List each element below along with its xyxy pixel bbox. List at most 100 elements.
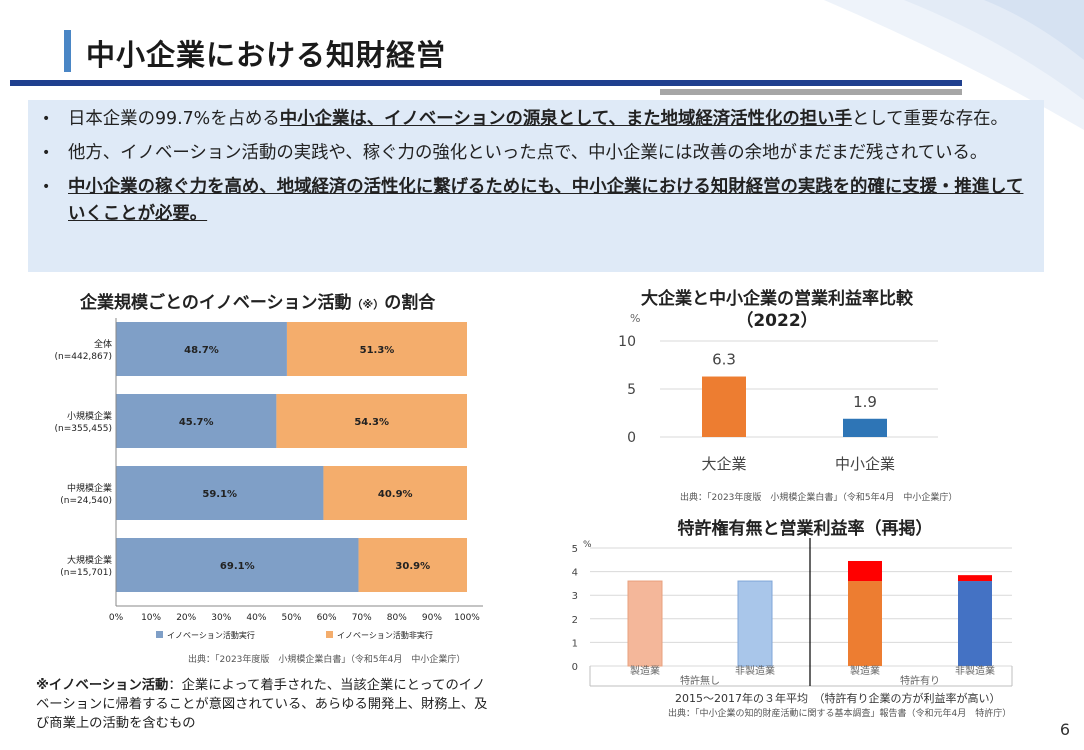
x-tick-label: 10%: [141, 613, 161, 623]
bullet-3-text: 中小企業の稼ぐ力を高め、地域経済の活性化に繋げるためにも、中小企業における知財経…: [68, 177, 1024, 224]
category-label: 大規模企業: [67, 554, 112, 566]
group-label: 特許有り: [900, 674, 940, 687]
x-tick-label: 80%: [387, 613, 407, 623]
bar-data-label: 6.3: [712, 351, 736, 369]
innovation-chart-title-main: 企業規模ごとのイノベーション活動: [80, 293, 352, 313]
category-label: 非製造業: [955, 664, 995, 677]
patent-bar-increment: [958, 575, 992, 582]
y-tick-label: 5: [627, 382, 636, 398]
y-tick-label: 1: [572, 638, 578, 649]
bullet-1-emphasis: 中小企業は、イノベーションの源泉として、また地域経済活性化の担い手: [279, 109, 852, 129]
legend-label: イノベーション活動実行: [167, 630, 255, 640]
y-tick-label: 5: [572, 544, 578, 555]
bar-data-label: 45.7%: [179, 417, 214, 428]
title-accent-bar: [64, 30, 71, 72]
corner-decoration: [824, 0, 1084, 130]
profit-chart-source: 出典：「2023年度版 小規模企業白書」（令和5年4月 中小企業庁）: [680, 493, 958, 503]
bar-segment-inactive: [276, 394, 467, 448]
x-tick-label: 70%: [352, 613, 372, 623]
page-number: 6: [1059, 720, 1070, 739]
bar-data-label: 48.7%: [184, 345, 219, 356]
bullet-1: • 日本企業の99.7%を占める中小企業は、イノベーションの源泉として、また地域…: [42, 106, 1024, 133]
profit-bar: [843, 418, 887, 437]
profit-bar: [702, 376, 746, 437]
patent-bar-base: [848, 581, 882, 666]
x-tick-label: 20%: [176, 613, 196, 623]
bar-segment-active: [116, 466, 324, 520]
legend-swatch: [156, 631, 163, 638]
patent-chart-caption: 2015～2017年の３年平均 （特許有り企業の方が利益率が高い）: [675, 692, 1001, 705]
bar-segment-active: [116, 322, 287, 376]
y-tick-label: 3: [572, 591, 578, 602]
y-tick-label: 0: [627, 430, 636, 446]
category-label: 大企業: [701, 455, 746, 473]
bullet-3: • 中小企業の稼ぐ力を高め、地域経済の活性化に繋げるためにも、中小企業における知…: [42, 174, 1024, 228]
patent-bar-base: [958, 581, 992, 666]
bar-segment-active: [116, 538, 359, 592]
innovation-chart-title-suffix: の割合: [384, 293, 436, 313]
footnote-text: ：企業によって着手された、当該企業にとってのイノベーションに帰着することが意図さ…: [36, 678, 488, 731]
x-tick-label: 90%: [422, 613, 442, 623]
bar-data-label: 69.1%: [220, 561, 255, 572]
legend-swatch: [326, 631, 333, 638]
profit-rate-bar-chart: % 0 5 10 6.3 大企業 1.9 中小企業: [618, 312, 938, 473]
x-tick-label: 100%: [454, 613, 480, 623]
y-tick-label: 10: [618, 334, 636, 350]
page-title: 中小企業における知財経営: [86, 38, 447, 72]
category-label: 全体: [94, 338, 112, 350]
category-label: 小規模企業: [67, 410, 112, 422]
patent-bar-base: [627, 580, 663, 667]
footnote-label: ※イノベーション活動: [36, 678, 169, 693]
bullet-dot: •: [42, 145, 51, 161]
bar-data-label: 54.3%: [354, 417, 389, 428]
x-tick-label: 50%: [281, 613, 301, 623]
group-label: 特許無し: [680, 674, 720, 687]
footnote: ※イノベーション活動：企業によって着手された、当該企業にとってのイノベーションに…: [36, 676, 496, 733]
x-tick-label: 60%: [317, 613, 337, 623]
bar-data-label: 30.9%: [395, 561, 430, 572]
bar-data-label: 40.9%: [378, 489, 413, 500]
bullet-2: • 他方、イノベーション活動の実践や、稼ぐ力の強化といった点で、中小企業には改善…: [42, 140, 1024, 167]
profit-chart-title-line1: 大企業と中小企業の営業利益率比較: [641, 289, 913, 309]
bullet-1-pre: 日本企業の99.7%を占める: [68, 109, 280, 129]
category-label: 製造業: [630, 664, 660, 677]
title-rule-secondary: [660, 89, 962, 95]
patent-bar-base: [737, 580, 773, 667]
bullet-2-text: 他方、イノベーション活動の実践や、稼ぐ力の強化といった点で、中小企業には改善の余…: [68, 143, 988, 163]
innovation-chart-source: 出典：「2023年度版 小規模企業白書」（令和5年4月 中小企業庁）: [188, 655, 466, 665]
category-label: 中規模企業: [67, 482, 112, 494]
y-tick-label: 2: [572, 615, 578, 626]
bar-data-label: 59.1%: [202, 489, 237, 500]
patent-chart-title: 特許権有無と営業利益率（再掲）: [677, 519, 933, 539]
category-label: (n=24,540): [60, 496, 112, 506]
bar-data-label: 51.3%: [360, 345, 395, 356]
bullet-dot: •: [42, 179, 51, 195]
innovation-chart-title-note: （※）: [351, 298, 385, 311]
category-label: (n=442,867): [55, 352, 113, 362]
bullet-1-post: として重要な存在。: [851, 109, 1008, 129]
legend-label: イノベーション活動非実行: [337, 630, 433, 640]
x-tick-label: 0%: [109, 613, 124, 623]
y-tick-label: 0: [572, 662, 578, 673]
bar-segment-inactive: [286, 322, 467, 376]
category-label: (n=355,455): [55, 424, 113, 434]
bar-segment-inactive: [323, 466, 467, 520]
bar-segment-inactive: [358, 538, 467, 592]
summary-bullets: • 日本企業の99.7%を占める中小企業は、イノベーションの源泉として、また地域…: [28, 100, 1044, 272]
patent-bar-increment: [848, 560, 882, 582]
bar-data-label: 1.9: [853, 393, 877, 411]
innovation-stacked-bar-chart: 48.7% 51.3% 全体 (n=442,867) 45.7% 54.3% 小規模企業 (n…: [55, 318, 483, 640]
category-label: 中小企業: [835, 455, 895, 473]
title-rule: [10, 80, 962, 86]
category-label: (n=15,701): [60, 568, 112, 578]
bar-segment-active: [116, 394, 277, 448]
patent-chart-source: 出典：「中小企業の知的財産活動に関する基本調査」報告書（令和元年4月 特許庁）: [668, 709, 1012, 719]
y-tick-label: 4: [572, 568, 578, 579]
y-axis-unit: %: [630, 312, 640, 325]
bullet-dot: •: [42, 111, 51, 127]
x-tick-label: 40%: [246, 613, 266, 623]
x-tick-label: 30%: [211, 613, 231, 623]
category-label: 非製造業: [735, 664, 775, 677]
innovation-chart-title: 企業規模ごとのイノベーション活動（※）の割合: [80, 288, 435, 313]
